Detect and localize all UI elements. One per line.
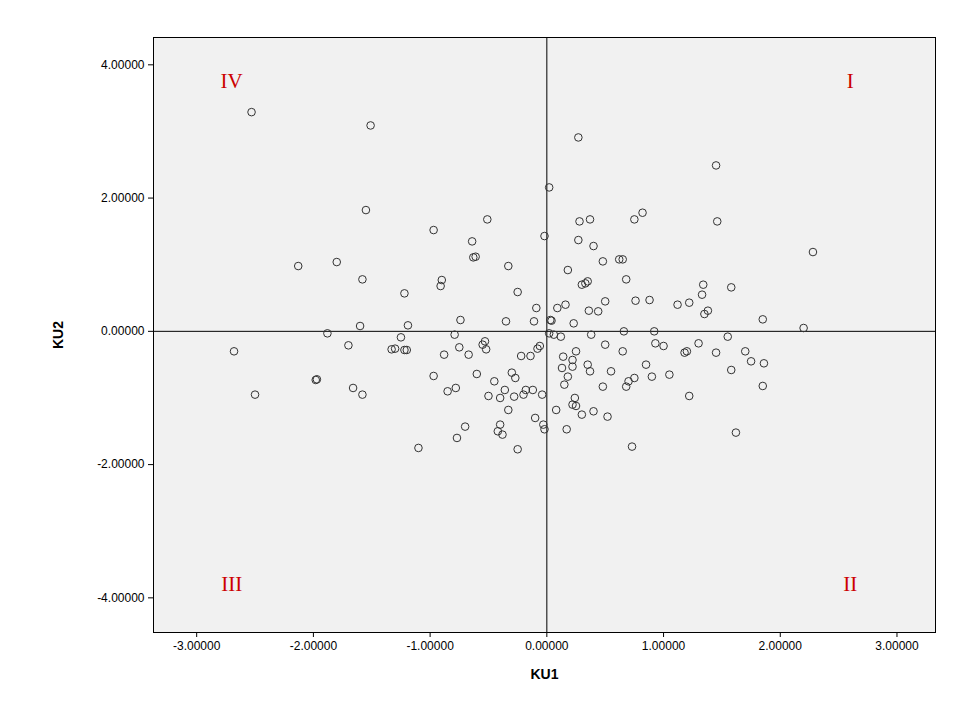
svg-text:0.00000: 0.00000 [525, 639, 569, 653]
svg-text:KU1: KU1 [530, 666, 558, 682]
svg-text:III: III [221, 572, 242, 596]
svg-text:1.00000: 1.00000 [642, 639, 686, 653]
svg-text:2.00000: 2.00000 [101, 191, 145, 205]
svg-text:-3.00000: -3.00000 [173, 639, 221, 653]
svg-text:IV: IV [221, 69, 243, 93]
svg-text:-2.00000: -2.00000 [290, 639, 338, 653]
svg-text:3.00000: 3.00000 [875, 639, 919, 653]
svg-text:-2.00000: -2.00000 [97, 457, 145, 471]
svg-text:-4.00000: -4.00000 [97, 591, 145, 605]
svg-text:I: I [847, 69, 854, 93]
svg-text:4.00000: 4.00000 [101, 58, 145, 72]
svg-text:KU2: KU2 [50, 321, 66, 349]
svg-text:II: II [843, 572, 857, 596]
svg-text:0.00000: 0.00000 [101, 324, 145, 338]
svg-text:-1.00000: -1.00000 [406, 639, 454, 653]
svg-text:2.00000: 2.00000 [759, 639, 803, 653]
